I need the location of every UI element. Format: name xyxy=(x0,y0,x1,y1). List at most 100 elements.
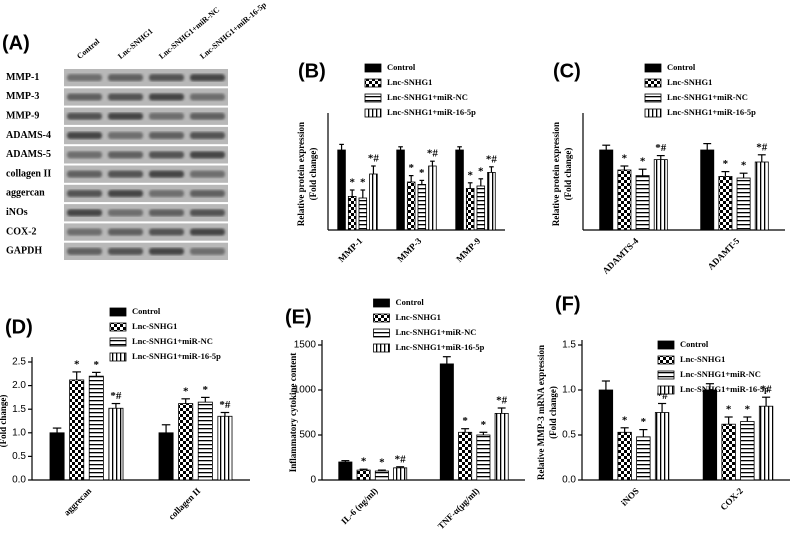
blot-band xyxy=(67,209,102,217)
blot-band xyxy=(149,209,184,217)
significance-label: * xyxy=(361,456,367,468)
legend-label: Control xyxy=(132,306,161,316)
blot-band xyxy=(149,189,184,197)
blot-band xyxy=(108,151,143,159)
blot-band xyxy=(108,132,143,140)
blot-column-label: Lnc-SNHG1+miR-16-5p xyxy=(198,0,268,61)
legend-label: Control xyxy=(387,62,416,72)
legend-label: Control xyxy=(680,339,709,349)
significance-label: * xyxy=(467,169,473,181)
significance-label: * xyxy=(203,384,209,396)
y-tick-label: 0.0 xyxy=(12,475,26,486)
legend-swatch xyxy=(657,355,675,365)
blot-row-label: GAPDH xyxy=(6,246,42,257)
significance-label: * xyxy=(379,457,385,469)
x-tick-label: aggrecan xyxy=(62,486,94,518)
blot-band xyxy=(149,74,184,82)
legend-label: Lnc-SNHG1+miR-NC xyxy=(396,327,477,337)
legend-label: Lnc-SNHG1 xyxy=(667,77,712,87)
y-tick-label: 0.5 xyxy=(562,430,576,441)
blot-row-label: aggercan xyxy=(6,188,45,199)
legend-label: Lnc-SNHG1+miR-16-5p xyxy=(667,107,756,117)
bar xyxy=(393,467,408,481)
y-tick-label: 1500 xyxy=(294,340,317,351)
legend-label: Lnc-SNHG1 xyxy=(680,354,725,364)
blot-band xyxy=(149,170,184,178)
y-tick-label: 0.0 xyxy=(562,475,576,486)
blot-strip xyxy=(64,204,228,222)
blot-strip xyxy=(64,69,228,87)
blot-strip xyxy=(64,242,228,260)
y-tick-label: 1.5 xyxy=(12,404,26,415)
legend-label: Lnc-SNHG1+miR-16-5p xyxy=(680,384,769,394)
blot-band xyxy=(190,112,225,120)
y-tick-label: 1.5 xyxy=(562,340,576,351)
legend-swatch xyxy=(364,78,382,88)
bar xyxy=(439,363,454,481)
legend-label: Lnc-SNHG1+miR-16-5p xyxy=(396,342,485,352)
significance-label: * xyxy=(183,385,189,397)
legend-label: Lnc-SNHG1+miR-16-5p xyxy=(132,351,221,361)
blot-band xyxy=(67,132,102,140)
blot-band xyxy=(190,228,225,236)
bar xyxy=(88,375,104,481)
bar xyxy=(476,434,491,481)
significance-label: * xyxy=(481,419,487,431)
y-tick-label: 2.0 xyxy=(12,380,26,391)
blot-row-label: collagen II xyxy=(6,168,51,179)
bar xyxy=(158,432,174,481)
blot-band xyxy=(67,74,102,82)
y-tick-label: 0 xyxy=(310,475,316,486)
y-axis-label: (Fold change) xyxy=(0,395,8,448)
legend-swatch xyxy=(657,385,675,395)
bar xyxy=(700,149,715,231)
panel-label: (B) xyxy=(298,60,326,82)
blot-row-label: MMP-1 xyxy=(6,72,39,83)
bar xyxy=(465,187,475,231)
bar xyxy=(758,405,774,481)
blot-band xyxy=(67,228,102,236)
blot-band xyxy=(149,93,184,101)
blot-band xyxy=(108,74,143,82)
x-tick-label: MMP-9 xyxy=(454,235,483,264)
legend-swatch xyxy=(109,337,127,347)
x-tick-label: MMP-1 xyxy=(336,235,365,264)
bar xyxy=(197,401,213,481)
significance-label: *# xyxy=(657,390,669,402)
significance-label: *# xyxy=(368,153,380,165)
legend-swatch xyxy=(364,63,382,73)
blot-band xyxy=(108,247,143,255)
blot-band xyxy=(190,151,225,159)
significance-label: * xyxy=(622,153,628,165)
y-axis-label: Inflammatory cytokine content xyxy=(288,353,298,472)
y-tick-label: 500 xyxy=(299,430,316,441)
legend-label: Control xyxy=(396,297,425,307)
bar xyxy=(69,379,85,481)
bar xyxy=(458,431,473,481)
blot-strip xyxy=(64,184,228,203)
bar xyxy=(417,183,427,231)
bar xyxy=(702,389,718,481)
legend-swatch xyxy=(373,343,390,353)
bar xyxy=(358,197,368,231)
blot-row-label: COX-2 xyxy=(6,226,37,237)
blot-band xyxy=(190,132,225,140)
blot-band xyxy=(190,170,225,178)
y-axis-label: Relative protein expression xyxy=(296,122,306,226)
blot-band xyxy=(149,228,184,236)
bar xyxy=(428,165,437,231)
significance-label: *# xyxy=(427,148,439,160)
y-tick-label: 1.0 xyxy=(12,427,26,438)
significance-label: * xyxy=(726,404,732,416)
y-tick-label: 1000 xyxy=(294,385,317,396)
y-axis-label: (Fold change) xyxy=(563,148,573,201)
bar xyxy=(599,149,614,231)
significance-label: *# xyxy=(761,384,773,396)
legend-label: Lnc-SNHG1+miR-NC xyxy=(387,92,468,102)
y-tick-label: 1.0 xyxy=(562,385,576,396)
y-axis-label: (Fold change) xyxy=(548,386,558,439)
bar xyxy=(356,469,371,481)
blot-column-label: Lnc-SNHG1 xyxy=(116,27,154,61)
blot-strip xyxy=(64,126,228,145)
bar xyxy=(653,159,668,231)
